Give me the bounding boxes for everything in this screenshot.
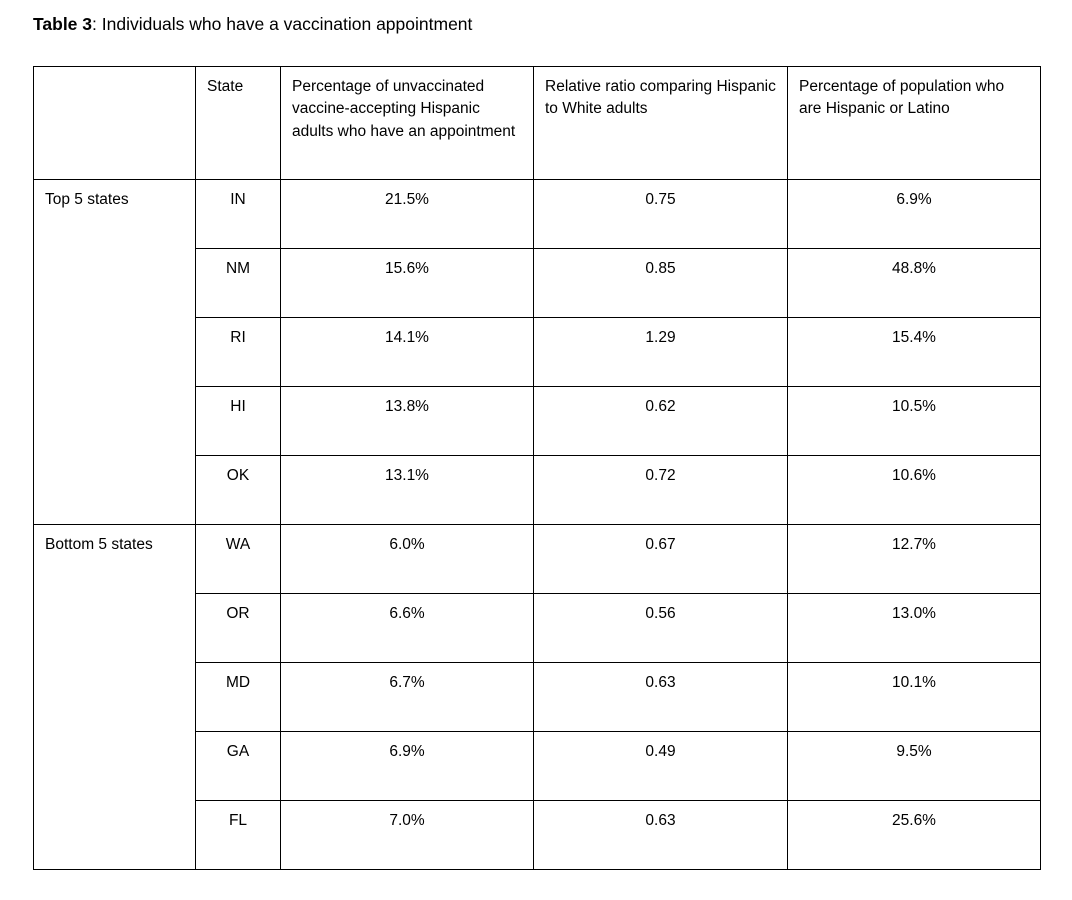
table-header-row: State Percentage of unvaccinated vaccine… [33,66,1041,180]
header-cell-state: State [195,66,281,180]
cell-relative-ratio: 0.72 [533,455,788,525]
cell-appointment-pct: 21.5% [280,179,534,249]
cell-state: OR [195,593,281,663]
cell-relative-ratio: 0.75 [533,179,788,249]
cell-state: WA [195,524,281,594]
header-cell-appointment-pct: Percentage of unvaccinated vaccine-accep… [280,66,534,180]
table-row: FL 7.0% 0.63 25.6% [34,800,1041,870]
cell-state: NM [195,248,281,318]
cell-relative-ratio: 0.67 [533,524,788,594]
table-row: Top 5 states IN 21.5% 0.75 6.9% [33,179,1041,525]
cell-hispanic-pop-pct: 12.7% [787,524,1041,594]
cell-appointment-pct: 14.1% [280,317,534,387]
table-caption: Table 3: Individuals who have a vaccinat… [33,13,472,36]
cell-appointment-pct: 6.9% [280,731,534,801]
header-cell-hispanic-pop-pct: Percentage of population who are Hispani… [787,66,1041,180]
cell-appointment-pct: 6.0% [280,524,534,594]
vaccination-appointment-table: State Percentage of unvaccinated vaccine… [33,66,1041,870]
table-row: Bottom 5 states WA 6.0% 0.67 12.7% [33,524,1041,870]
cell-relative-ratio: 0.49 [533,731,788,801]
table-row: OK 13.1% 0.72 10.6% [34,455,1041,525]
cell-relative-ratio: 0.62 [533,386,788,456]
cell-state: OK [195,455,281,525]
header-cell-relative-ratio: Relative ratio comparing Hispanic to Whi… [533,66,788,180]
cell-appointment-pct: 13.1% [280,455,534,525]
cell-state: GA [195,731,281,801]
cell-relative-ratio: 0.63 [533,662,788,732]
table-caption-text: : Individuals who have a vaccination app… [92,14,473,34]
cell-hispanic-pop-pct: 13.0% [787,593,1041,663]
cell-hispanic-pop-pct: 10.1% [787,662,1041,732]
header-cell-empty [33,66,196,180]
cell-appointment-pct: 7.0% [280,800,534,870]
cell-state: FL [195,800,281,870]
cell-hispanic-pop-pct: 48.8% [787,248,1041,318]
table-row: NM 15.6% 0.85 48.8% [34,248,1041,318]
cell-hispanic-pop-pct: 10.5% [787,386,1041,456]
cell-relative-ratio: 0.63 [533,800,788,870]
table-row: GA 6.9% 0.49 9.5% [34,731,1041,801]
cell-relative-ratio: 1.29 [533,317,788,387]
table-row: MD 6.7% 0.63 10.1% [34,662,1041,732]
table-row: HI 13.8% 0.62 10.5% [34,386,1041,456]
cell-appointment-pct: 6.6% [280,593,534,663]
cell-hispanic-pop-pct: 10.6% [787,455,1041,525]
table-row: RI 14.1% 1.29 15.4% [34,317,1041,387]
group-label-bottom5: Bottom 5 states [33,524,196,870]
cell-relative-ratio: 0.85 [533,248,788,318]
cell-hispanic-pop-pct: 25.6% [787,800,1041,870]
cell-appointment-pct: 15.6% [280,248,534,318]
cell-appointment-pct: 13.8% [280,386,534,456]
cell-hispanic-pop-pct: 15.4% [787,317,1041,387]
cell-relative-ratio: 0.56 [533,593,788,663]
table-caption-label: Table 3 [33,14,93,34]
table-row: OR 6.6% 0.56 13.0% [34,593,1041,663]
cell-hispanic-pop-pct: 9.5% [787,731,1041,801]
group-label-top5: Top 5 states [33,179,196,525]
cell-appointment-pct: 6.7% [280,662,534,732]
cell-state: HI [195,386,281,456]
cell-state: MD [195,662,281,732]
cell-state: RI [195,317,281,387]
cell-state: IN [195,179,281,249]
cell-hispanic-pop-pct: 6.9% [787,179,1041,249]
